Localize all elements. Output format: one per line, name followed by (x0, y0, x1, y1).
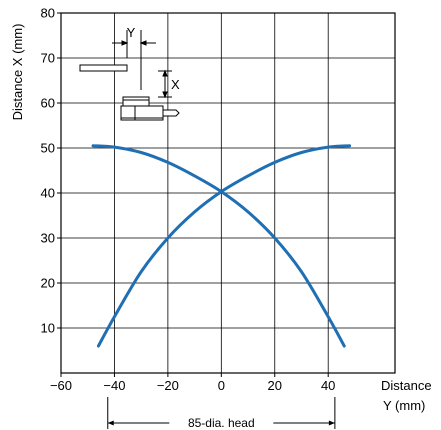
x-axis-label-line2: Y (mm) (383, 398, 425, 413)
y-tick-label: 60 (41, 96, 55, 111)
y-tick-label: 80 (41, 6, 55, 21)
x-tick-label: 0 (218, 378, 225, 393)
y-tick-label: 70 (41, 51, 55, 66)
inset-y-arrowhead-left (121, 40, 129, 46)
series-lines (91, 144, 352, 348)
x-tick-label: −60 (50, 378, 72, 393)
sensor-inset-diagram (79, 30, 180, 121)
inset-x-arrowhead-bottom (162, 91, 168, 99)
y-tick-label: 30 (41, 231, 55, 246)
x-tick-labels: −60 −40 −20 0 20 40 (50, 378, 335, 393)
y-tick-label: 50 (41, 141, 55, 156)
inset-x-label: X (171, 77, 180, 92)
inset-sensor-connector (162, 109, 180, 117)
grid-lines (61, 13, 395, 373)
y-tick-label: 40 (41, 186, 55, 201)
y-tick-label: 20 (41, 276, 55, 291)
x-tick-label: −40 (103, 378, 125, 393)
y-tick-labels: 10 20 30 40 50 60 70 80 (41, 6, 55, 336)
head-range-label: 85-dia. head (188, 416, 255, 430)
head-range-annotation (107, 397, 336, 429)
x-tick-label: 20 (268, 378, 282, 393)
inset-y-label: Y (127, 25, 136, 40)
inset-x-arrowhead-top (162, 69, 168, 77)
inset-y-arrowhead-right (139, 40, 147, 46)
x-axis-label-line1: Distance (381, 378, 432, 393)
tick-marks (57, 12, 329, 377)
y-axis-label: Distance X (mm) (10, 24, 25, 121)
head-range-arrowhead-left (107, 420, 114, 426)
inset-target-plate (79, 64, 128, 72)
series-line-1 (91, 144, 346, 348)
x-tick-label: 40 (321, 378, 335, 393)
series-line-2 (96, 144, 352, 348)
y-tick-label: 10 (41, 321, 55, 336)
head-range-arrowhead-right (328, 420, 335, 426)
x-tick-label: −20 (157, 378, 179, 393)
